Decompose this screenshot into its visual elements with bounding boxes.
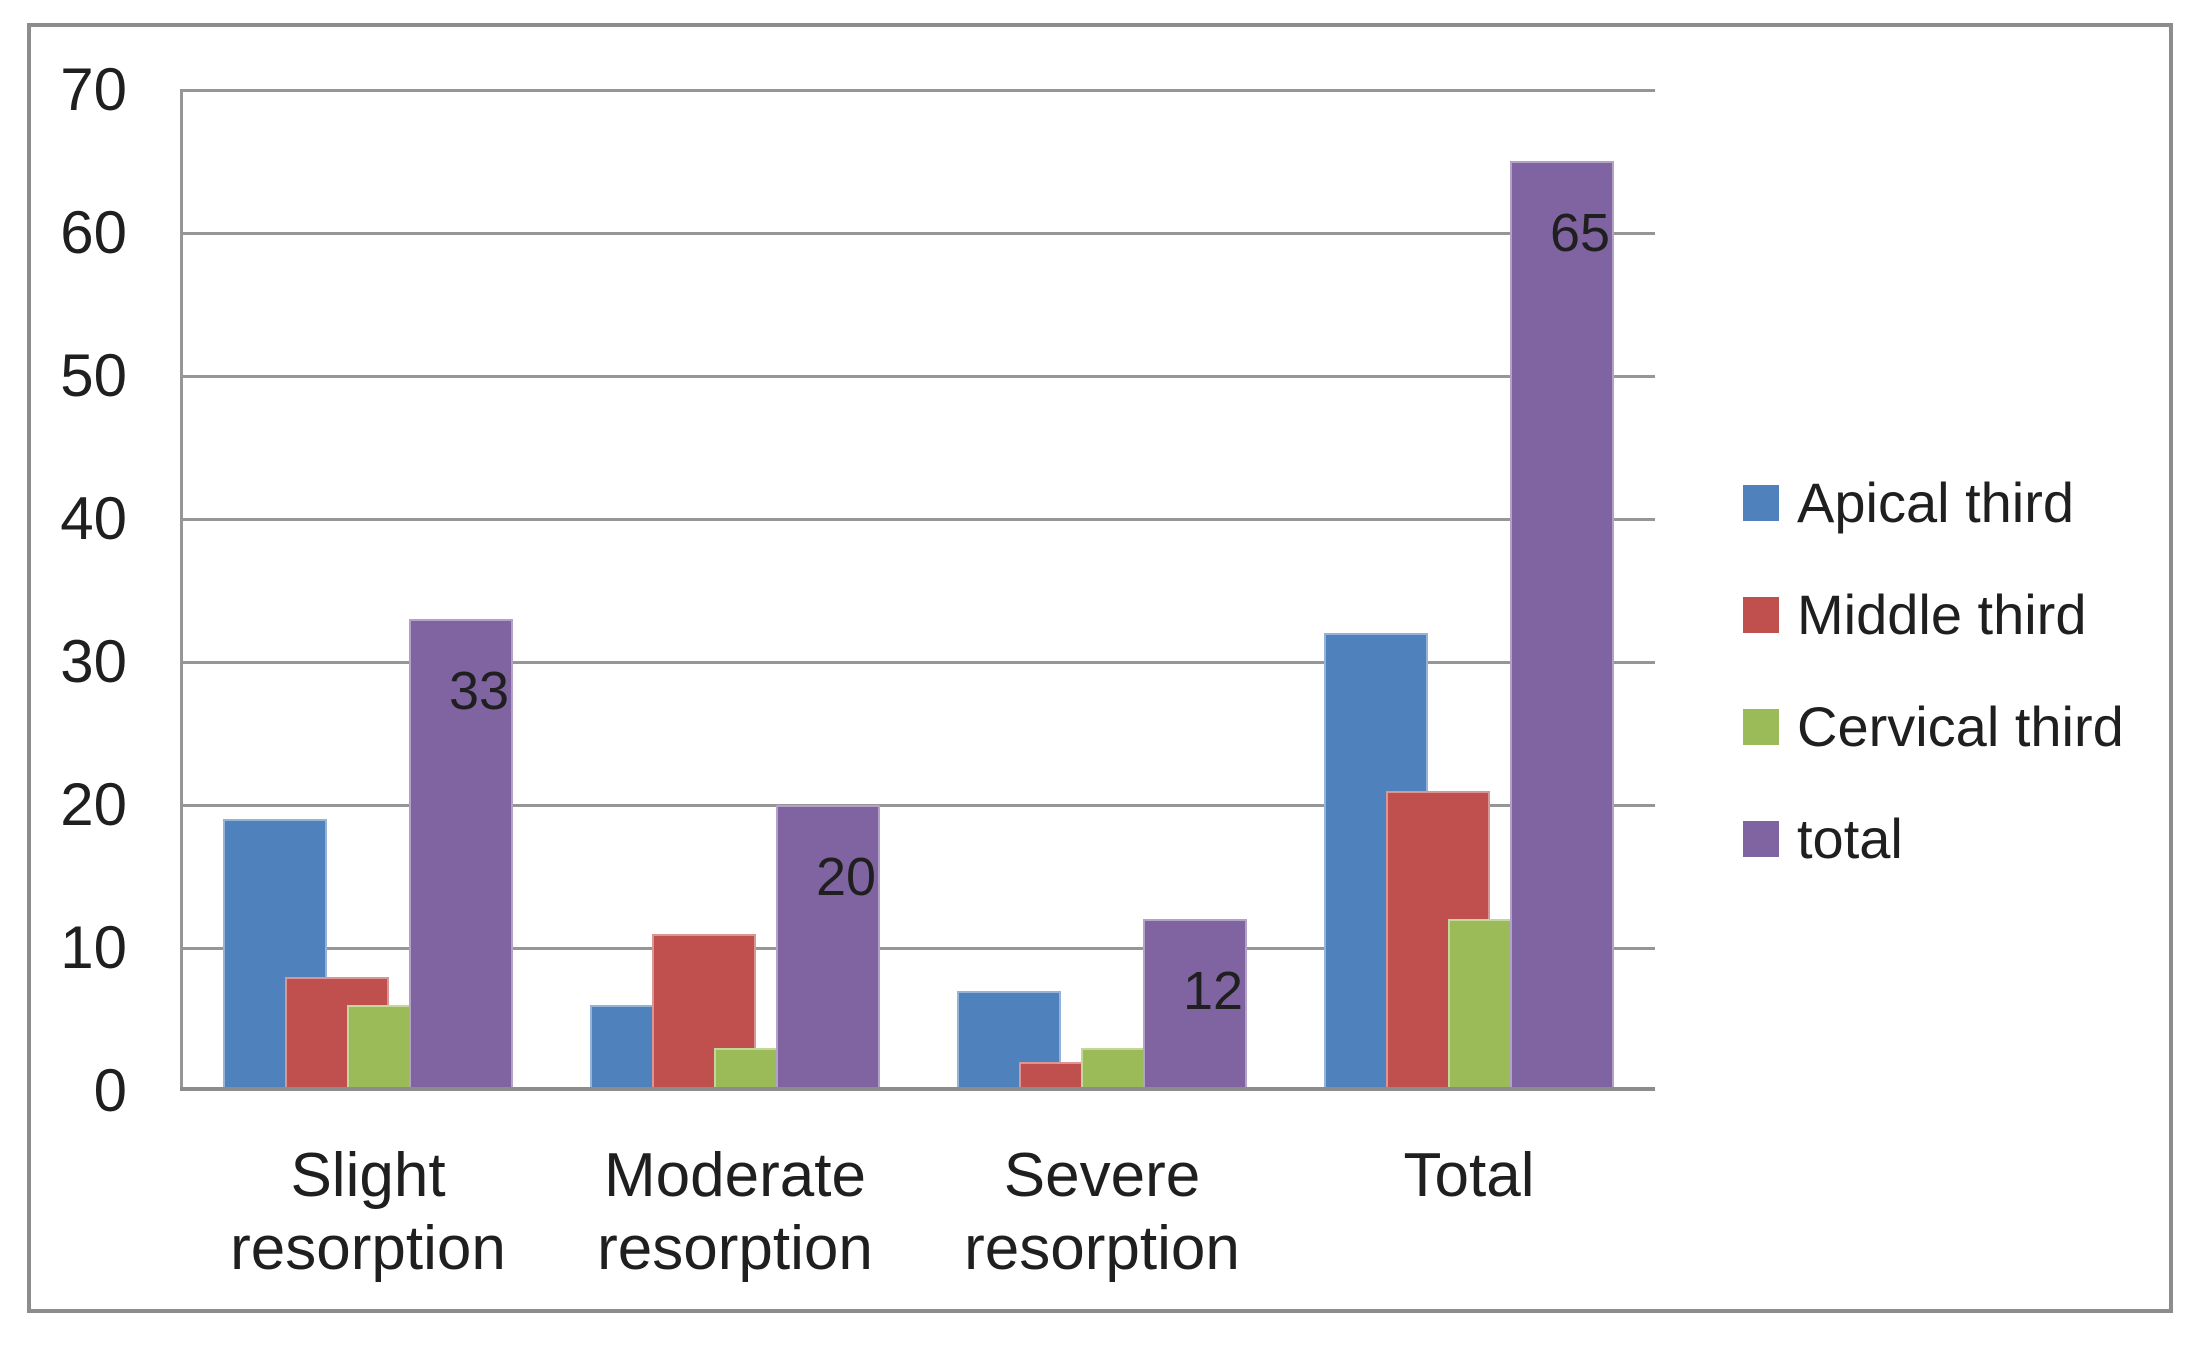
y-axis-line xyxy=(180,90,183,1091)
gridline-50 xyxy=(180,375,1655,378)
legend-label-middle-third: Middle third xyxy=(1797,583,2087,646)
bar-total-slight-resorption xyxy=(409,619,513,1091)
y-axis-tick-0: 0 xyxy=(93,1057,127,1124)
legend-item-middle-third: Middle third xyxy=(1743,580,2086,650)
data-label-moderate-resorption: 20 xyxy=(815,847,877,907)
gridline-40 xyxy=(180,518,1655,521)
gridline-30 xyxy=(180,661,1655,664)
x-axis-label-slight-resorption: Slight resorption xyxy=(230,1141,506,1283)
gridline-10 xyxy=(180,947,1655,950)
x-axis-label-total: Total xyxy=(1403,1141,1535,1210)
x-axis-label-severe-resorption: Severe resorption xyxy=(964,1141,1240,1283)
data-label-slight-resorption: 33 xyxy=(448,661,510,721)
legend-item-apical-third: Apical third xyxy=(1743,468,2074,538)
gridline-20 xyxy=(180,804,1655,807)
bar-total-severe-resorption xyxy=(1143,919,1247,1091)
legend-label-apical-third: Apical third xyxy=(1797,471,2075,534)
data-label-severe-resorption: 12 xyxy=(1182,961,1244,1021)
y-axis-tick-70: 70 xyxy=(60,56,127,123)
x-axis-line xyxy=(180,1087,1655,1091)
legend-item-cervical-third: Cervical third xyxy=(1743,692,2124,762)
gridline-60 xyxy=(180,232,1655,235)
legend-swatch-total xyxy=(1743,821,1779,857)
y-axis-tick-40: 40 xyxy=(60,485,127,552)
gridline-70 xyxy=(180,89,1655,92)
y-axis-tick-60: 60 xyxy=(60,199,127,266)
legend-swatch-cervical-third xyxy=(1743,709,1779,745)
bar-total-moderate-resorption xyxy=(776,805,880,1091)
legend-item-total: total xyxy=(1743,804,1903,874)
data-label-total: 65 xyxy=(1549,203,1611,263)
y-axis-tick-30: 30 xyxy=(60,628,127,695)
legend-swatch-apical-third xyxy=(1743,485,1779,521)
legend-label-total: total xyxy=(1797,807,1903,870)
bar-total-total xyxy=(1510,161,1614,1091)
y-axis-tick-50: 50 xyxy=(60,342,127,409)
legend-label-cervical-third: Cervical third xyxy=(1797,695,2124,758)
chart-outer-frame xyxy=(27,23,2173,1313)
x-axis-label-moderate-resorption: Moderate resorption xyxy=(597,1141,873,1283)
y-axis-tick-20: 20 xyxy=(60,771,127,838)
legend-swatch-middle-third xyxy=(1743,597,1779,633)
y-axis-tick-10: 10 xyxy=(60,914,127,981)
